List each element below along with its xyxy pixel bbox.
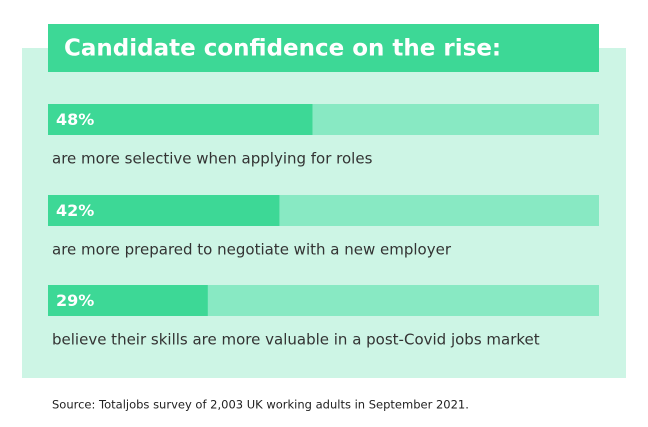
bar bbox=[48, 195, 280, 226]
chart-title: Candidate confidence on the rise: bbox=[64, 36, 501, 62]
category-label: are more selective when applying for rol… bbox=[52, 150, 373, 168]
category-label: believe their skills are more valuable i… bbox=[52, 331, 540, 349]
source: Source: Totaljobs survey of 2,003 UK wor… bbox=[52, 398, 469, 412]
value-label: 48% bbox=[56, 110, 94, 129]
bar bbox=[48, 104, 313, 135]
category-label: are more prepared to negotiate with a ne… bbox=[52, 241, 452, 259]
value-label: 42% bbox=[56, 201, 94, 220]
value-label: 29% bbox=[56, 291, 94, 310]
title-box bbox=[48, 24, 599, 72]
bar bbox=[48, 285, 208, 316]
